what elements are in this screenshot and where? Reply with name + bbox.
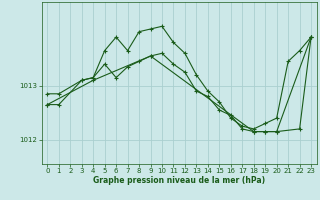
X-axis label: Graphe pression niveau de la mer (hPa): Graphe pression niveau de la mer (hPa)	[93, 176, 265, 185]
